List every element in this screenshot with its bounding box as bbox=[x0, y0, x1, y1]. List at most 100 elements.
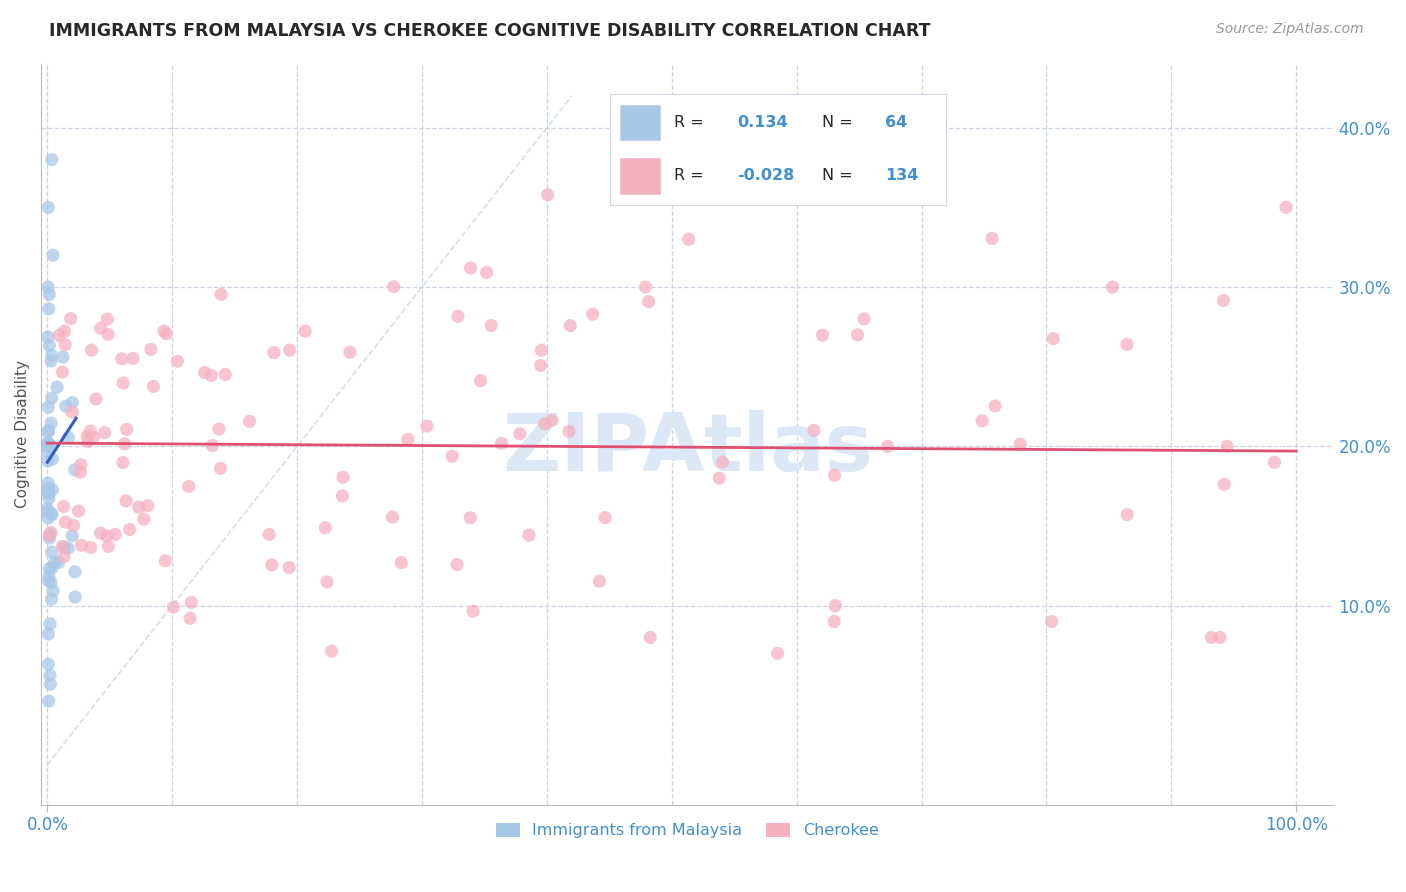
Point bbox=[38, 484, 60, 499]
Point bbox=[634, 280, 657, 294]
Point bbox=[194, 366, 217, 380]
Point bbox=[180, 595, 202, 609]
Point bbox=[853, 312, 876, 326]
Text: ZIPAtlas: ZIPAtlas bbox=[502, 410, 873, 488]
Point bbox=[1213, 477, 1236, 491]
Point bbox=[38, 301, 60, 316]
Point bbox=[142, 379, 165, 393]
Point bbox=[79, 424, 101, 438]
Point bbox=[67, 504, 90, 518]
Point bbox=[581, 307, 603, 321]
Point bbox=[238, 414, 260, 428]
Point bbox=[48, 555, 70, 569]
Point bbox=[63, 565, 86, 579]
Point bbox=[811, 328, 834, 343]
Point bbox=[104, 527, 127, 541]
Text: Source: ZipAtlas.com: Source: ZipAtlas.com bbox=[1216, 22, 1364, 37]
Point bbox=[530, 343, 553, 358]
Point bbox=[37, 504, 59, 518]
Point bbox=[53, 337, 76, 351]
Point bbox=[824, 468, 846, 483]
Point bbox=[209, 287, 232, 301]
Point bbox=[111, 351, 134, 366]
Point bbox=[1209, 631, 1232, 645]
Point bbox=[37, 454, 59, 468]
Point bbox=[93, 425, 115, 440]
Text: IMMIGRANTS FROM MALAYSIA VS CHEROKEE COGNITIVE DISABILITY CORRELATION CHART: IMMIGRANTS FROM MALAYSIA VS CHEROKEE COG… bbox=[49, 22, 931, 40]
Point bbox=[118, 523, 141, 537]
Point bbox=[37, 436, 59, 450]
Point bbox=[984, 399, 1007, 413]
Point bbox=[209, 461, 232, 475]
Point bbox=[637, 294, 659, 309]
Point bbox=[38, 527, 60, 541]
Point bbox=[38, 562, 60, 576]
Point bbox=[37, 436, 59, 450]
Point bbox=[83, 430, 105, 444]
Point bbox=[463, 604, 485, 618]
Point bbox=[37, 475, 59, 490]
Point bbox=[1201, 631, 1223, 645]
Point bbox=[208, 422, 231, 436]
Point bbox=[37, 330, 59, 344]
Point bbox=[39, 354, 62, 368]
Point bbox=[56, 541, 79, 556]
Point bbox=[382, 279, 405, 293]
Point bbox=[37, 657, 59, 672]
Point bbox=[214, 368, 236, 382]
Point bbox=[41, 545, 63, 559]
Point bbox=[179, 611, 201, 625]
Point bbox=[479, 318, 502, 333]
Point bbox=[314, 521, 336, 535]
Point bbox=[76, 429, 98, 443]
Point bbox=[162, 600, 184, 615]
Point bbox=[509, 426, 531, 441]
Point bbox=[136, 499, 159, 513]
Point bbox=[396, 433, 419, 447]
Point bbox=[39, 616, 62, 631]
Point bbox=[803, 423, 825, 437]
Point bbox=[278, 560, 301, 574]
Point bbox=[37, 501, 59, 516]
Point bbox=[381, 510, 404, 524]
Point bbox=[53, 549, 76, 564]
Point bbox=[41, 507, 63, 521]
Point bbox=[38, 491, 60, 506]
Point bbox=[44, 556, 66, 570]
Point bbox=[97, 540, 120, 554]
Point bbox=[711, 455, 734, 469]
Point bbox=[38, 287, 60, 301]
Point bbox=[128, 500, 150, 515]
Point bbox=[709, 471, 731, 485]
Point bbox=[623, 158, 645, 172]
Point bbox=[446, 558, 468, 572]
Point bbox=[63, 463, 86, 477]
Point bbox=[1042, 332, 1064, 346]
Point bbox=[89, 526, 111, 541]
Point bbox=[316, 574, 339, 589]
Point bbox=[42, 583, 65, 598]
Point bbox=[76, 434, 98, 449]
Point bbox=[41, 348, 63, 362]
Point bbox=[1275, 201, 1298, 215]
Point bbox=[541, 413, 564, 427]
Point bbox=[70, 538, 93, 552]
Point bbox=[58, 431, 80, 445]
Point bbox=[458, 510, 481, 524]
Point bbox=[60, 395, 83, 409]
Point bbox=[638, 631, 661, 645]
Point bbox=[278, 343, 301, 358]
Point bbox=[1040, 615, 1063, 629]
Point bbox=[846, 327, 869, 342]
Point bbox=[257, 527, 280, 541]
Point bbox=[38, 486, 60, 500]
Point bbox=[70, 458, 93, 472]
Point bbox=[39, 525, 62, 540]
Point bbox=[37, 511, 59, 525]
Point bbox=[37, 425, 59, 440]
Point bbox=[1101, 280, 1123, 294]
Point bbox=[558, 425, 581, 439]
Point bbox=[38, 338, 60, 352]
Point bbox=[970, 414, 993, 428]
Point bbox=[263, 345, 285, 359]
